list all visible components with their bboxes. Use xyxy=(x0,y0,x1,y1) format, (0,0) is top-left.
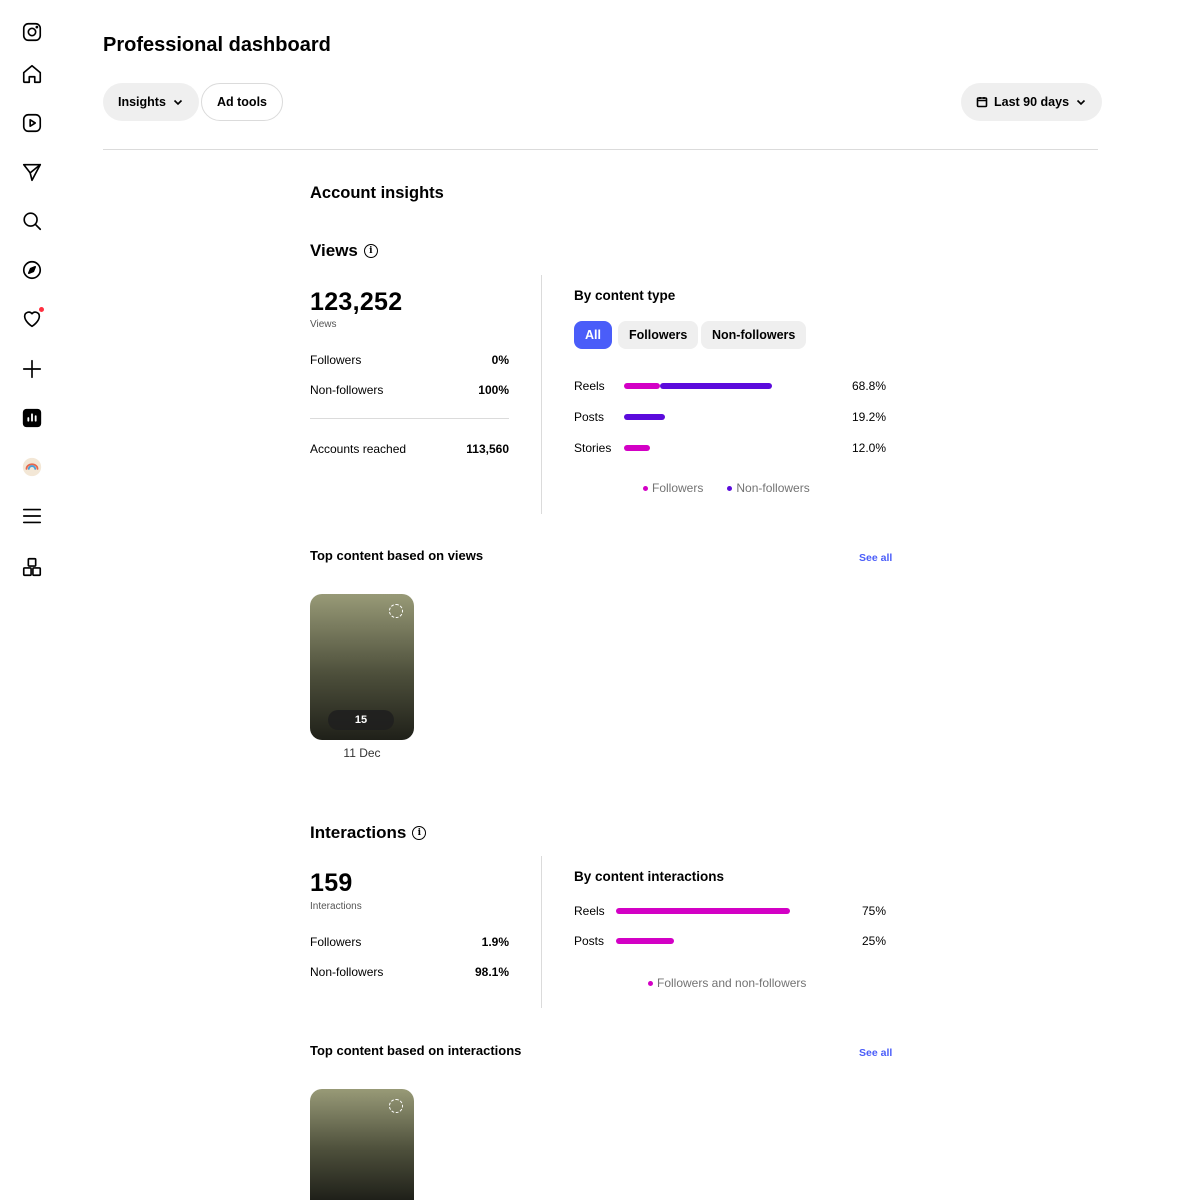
create-icon[interactable] xyxy=(20,357,44,381)
interactions-bar-label-posts: Posts xyxy=(574,934,605,948)
loading-spinner-icon xyxy=(389,1099,403,1113)
views-bar-pct-stories: 12.0% xyxy=(851,441,886,455)
interactions-total: 159 xyxy=(310,869,353,897)
views-total: 123,252 xyxy=(310,288,403,316)
views-title-text: Views xyxy=(310,241,358,260)
interactions-total-caption: Interactions xyxy=(310,901,362,912)
views-bar-label-stories: Stories xyxy=(574,441,612,455)
legend-followers-and-non-followers: Followers and non-followers xyxy=(648,976,806,990)
legend-followers: Followers xyxy=(643,481,703,495)
views-bar-followers-stories xyxy=(624,445,650,451)
views-bar-non-followers-posts xyxy=(624,414,666,420)
top-content-views-title: Top content based on views xyxy=(310,548,484,563)
interactions-title: Interactions i xyxy=(310,823,427,843)
interactions-bar-posts xyxy=(616,938,674,944)
header-divider xyxy=(103,149,1098,150)
page-title: Professional dashboard xyxy=(103,34,331,56)
top-interactions-thumbnail[interactable] xyxy=(310,1089,414,1200)
views-bar-label-posts: Posts xyxy=(574,410,605,424)
ad-tools-button[interactable]: Ad tools xyxy=(201,83,283,121)
nav-rail xyxy=(0,0,64,1200)
tab-followers[interactable]: Followers xyxy=(618,321,699,349)
see-all-views-link[interactable]: See all xyxy=(859,552,893,564)
views-divider xyxy=(310,418,509,419)
loading-spinner-icon xyxy=(389,604,403,618)
top-content-interactions-title: Top content based on interactions xyxy=(310,1043,522,1058)
tab-non-followers[interactable]: Non-followers xyxy=(701,321,807,349)
search-icon[interactable] xyxy=(20,209,44,233)
chevron-down-icon xyxy=(1076,99,1086,106)
chevron-down-icon xyxy=(173,99,182,106)
by-content-type-title: By content type xyxy=(574,288,676,303)
info-icon[interactable]: i xyxy=(363,244,378,258)
interactions-bar-label-reels: Reels xyxy=(574,904,605,918)
top-content-thumbnail[interactable]: 15 xyxy=(310,594,414,740)
insights-icon[interactable] xyxy=(20,406,44,430)
views-legend: Followers Non-followers xyxy=(643,481,810,495)
view-count-badge: 15 xyxy=(328,710,394,730)
interactions-bar-reels xyxy=(616,908,790,914)
interactions-non-followers-value: 98.1% xyxy=(474,965,509,979)
views-non-followers-label: Non-followers xyxy=(310,383,384,397)
see-all-interactions-link[interactable]: See all xyxy=(859,1047,893,1059)
views-followers-label: Followers xyxy=(310,353,362,367)
interactions-vertical-divider xyxy=(541,856,542,1008)
calendar-icon xyxy=(976,97,988,108)
heart-icon[interactable] xyxy=(20,306,45,331)
date-range-label: Last 90 days xyxy=(994,95,1070,109)
interactions-title-text: Interactions xyxy=(310,823,407,842)
date-range-dropdown[interactable]: Last 90 days xyxy=(961,83,1103,121)
legend-non-followers: Non-followers xyxy=(727,481,810,495)
accounts-reached-value: 113,560 xyxy=(466,442,509,456)
views-bar-pct-reels: 68.8% xyxy=(851,379,886,393)
top-content-date: 11 Dec xyxy=(343,746,381,760)
insights-dropdown-label: Insights xyxy=(118,95,166,109)
views-vertical-divider xyxy=(541,275,542,514)
views-followers-value: 0% xyxy=(491,353,509,367)
tab-all[interactable]: All xyxy=(574,321,612,349)
reels-icon[interactable] xyxy=(20,111,44,135)
interactions-legend: Followers and non-followers xyxy=(648,976,806,990)
accounts-reached-label: Accounts reached xyxy=(310,442,407,456)
insights-dropdown[interactable]: Insights xyxy=(103,83,199,121)
menu-icon[interactable] xyxy=(20,504,44,528)
notification-dot xyxy=(38,306,45,313)
views-non-followers-value: 100% xyxy=(478,383,509,397)
apps-icon[interactable] xyxy=(20,555,44,579)
info-icon[interactable]: i xyxy=(412,826,427,840)
interactions-bar-pct-reels: 75% xyxy=(861,904,886,918)
home-icon[interactable] xyxy=(20,62,44,86)
views-bar-pct-posts: 19.2% xyxy=(851,410,886,424)
views-bar-followers-reels xyxy=(624,383,660,389)
interactions-followers-value: 1.9% xyxy=(481,935,509,949)
interactions-bar-pct-posts: 25% xyxy=(861,934,886,948)
views-title: Views i xyxy=(310,241,378,261)
account-insights-title: Account insights xyxy=(310,184,444,202)
explore-icon[interactable] xyxy=(20,258,44,282)
send-icon[interactable] xyxy=(20,160,44,184)
by-content-interactions-title: By content interactions xyxy=(574,869,725,884)
views-total-caption: Views xyxy=(310,319,337,330)
ad-tools-label: Ad tools xyxy=(217,95,267,109)
avatar[interactable] xyxy=(20,455,44,479)
instagram-icon[interactable] xyxy=(20,20,44,44)
views-bar-label-reels: Reels xyxy=(574,379,605,393)
interactions-non-followers-label: Non-followers xyxy=(310,965,384,979)
views-bar-non-followers-reels xyxy=(659,383,772,389)
interactions-followers-label: Followers xyxy=(310,935,362,949)
